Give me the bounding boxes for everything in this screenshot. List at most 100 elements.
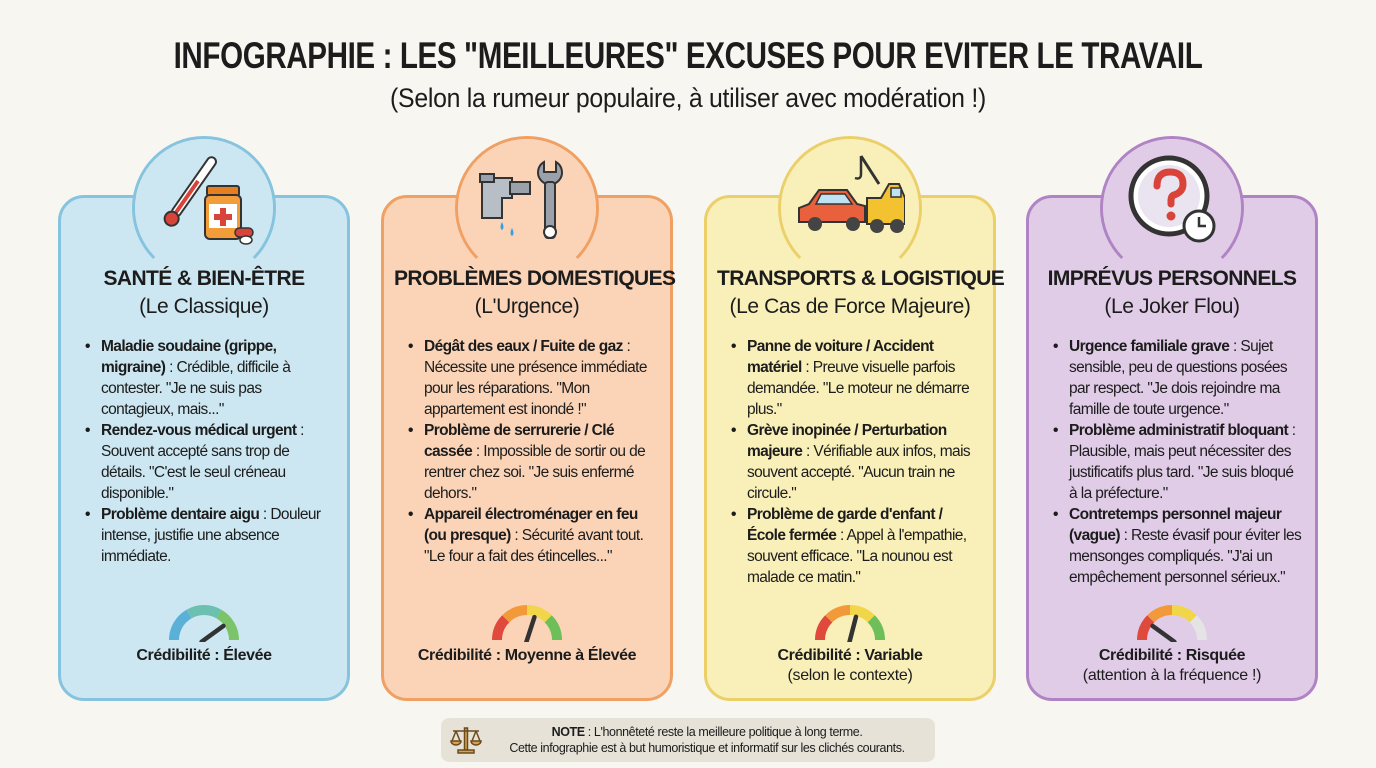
excuse-title: Problème de garde d'enfant / École fermé… xyxy=(747,506,943,544)
excuse-item: Maladie soudaine (grippe, migraine) : Cr… xyxy=(83,336,337,420)
gauge-segment xyxy=(186,605,222,619)
excuse-description: : Plausible, mais peut nécessiter des ju… xyxy=(1069,422,1296,502)
credibility-section: Crédibilité : Moyenne à Élevée xyxy=(394,596,660,686)
excuse-item: Problème de garde d'enfant / École fermé… xyxy=(729,504,983,588)
excuse-item: Appareil électroménager en feu (ou presq… xyxy=(406,504,660,567)
excuse-item: Rendez-vous médical urgent : Souvent acc… xyxy=(83,420,337,504)
credibility-gauge-icon xyxy=(815,605,885,642)
card-top-bump xyxy=(455,136,599,280)
page-subtitle: (Selon la rumeur populaire, à utiliser a… xyxy=(390,83,986,113)
card-title: PROBLÈMES DOMESTIQUES xyxy=(394,267,676,290)
excuse-item: Problème de serrurerie / Clé cassée : Im… xyxy=(406,420,660,504)
card-top-bump xyxy=(1100,136,1244,280)
card-subtitle: (L'Urgence) xyxy=(474,295,580,318)
excuse-description: : Appel à l'empathie, souvent efficace. … xyxy=(747,527,967,586)
card-top-bump xyxy=(778,136,922,280)
excuse-item: Problème administratif bloquant : Plausi… xyxy=(1051,420,1305,504)
card-title: TRANSPORTS & LOGISTIQUE xyxy=(717,267,1005,290)
excuse-description: : Sécurité avant tout. "Le four a fait d… xyxy=(424,527,644,565)
credibility-note: (selon le contexte) xyxy=(787,667,913,684)
gauge-needle xyxy=(1150,623,1177,642)
excuse-list: Panne de voiture / Accident matériel : P… xyxy=(729,336,983,596)
pipe-wrench-icon xyxy=(479,160,563,239)
excuse-list: Maladie soudaine (grippe, migraine) : Cr… xyxy=(83,336,337,596)
scales-icon xyxy=(450,727,482,754)
card-subtitle: (Le Classique) xyxy=(139,295,269,318)
page-title: INFOGRAPHIE : LES "MEILLEURES" EXCUSES P… xyxy=(173,35,1203,76)
credibility-section: Crédibilité : Variable (selon le context… xyxy=(717,596,983,686)
excuse-description: : Nécessite une présence immédiate pour … xyxy=(424,338,648,418)
card-top-bump xyxy=(132,136,276,280)
gauge-needle xyxy=(847,614,859,642)
credibility-gauge-icon xyxy=(492,605,562,642)
card-subtitle: (Le Cas de Force Majeure) xyxy=(729,295,971,318)
excuse-description: : Souvent accepté sans trop de détails. … xyxy=(101,422,304,502)
gauge-segment xyxy=(867,615,885,641)
category-card: PROBLÈMES DOMESTIQUES (L'Urgence) Dégât … xyxy=(381,136,676,701)
credibility-label: Crédibilité : Élevée xyxy=(136,647,272,664)
credibility-label: Crédibilité : Variable xyxy=(777,647,923,664)
gauge-segment xyxy=(1147,605,1173,623)
note-line-1: : L'honnêteté reste la meilleure politiq… xyxy=(584,725,863,739)
excuse-description: : Crédible, difficile à contester. "Je n… xyxy=(101,359,291,418)
excuse-description: : Impossible de sortir ou de rentrer che… xyxy=(424,443,646,502)
gauge-segment xyxy=(1137,615,1155,641)
gauge-segment xyxy=(544,615,562,641)
excuse-list: Dégât des eaux / Fuite de gaz : Nécessit… xyxy=(406,336,660,596)
excuse-item: Contretemps personnel majeur (vague) : R… xyxy=(1051,504,1305,588)
card-title: IMPRÉVUS PERSONNELS xyxy=(1047,267,1297,290)
credibility-section: Crédibilité : Élevée xyxy=(71,596,337,686)
excuse-description: : Douleur intense, justifie une absence … xyxy=(101,506,321,565)
gauge-segment xyxy=(1171,605,1197,623)
excuse-description: : Preuve visuelle parfois demandée. "Le … xyxy=(747,359,970,418)
gauge-segment xyxy=(815,615,833,641)
excuse-description: : Vérifiable aux infos, mais souvent acc… xyxy=(747,443,971,502)
excuse-title: Urgence familiale grave xyxy=(1069,338,1230,355)
credibility-note: (attention à la fréquence !) xyxy=(1082,667,1262,684)
note-text: NOTE : L'honnêteté reste la meilleure po… xyxy=(485,724,929,756)
gauge-segment xyxy=(526,605,552,623)
card-subtitle: (Le Joker Flou) xyxy=(1104,295,1240,318)
gauge-segment xyxy=(849,605,875,623)
footer-note: NOTE : L'honnêteté reste la meilleure po… xyxy=(441,718,935,762)
excuse-title: Dégât des eaux / Fuite de gaz xyxy=(424,338,623,355)
note-label: NOTE xyxy=(551,725,586,739)
credibility-label: Crédibilité : Risquée xyxy=(1098,647,1246,664)
category-card: SANTÉ & BIEN-ÊTRE (Le Classique) Maladie… xyxy=(58,136,350,701)
gauge-needle xyxy=(523,614,537,642)
gauge-segment xyxy=(1189,615,1207,641)
thermometer-pills-icon xyxy=(163,156,254,245)
credibility-gauge-icon xyxy=(169,605,239,642)
credibility-section: Crédibilité : Risquée (attention à la fr… xyxy=(1039,596,1305,686)
category-card: TRANSPORTS & LOGISTIQUE (Le Cas de Force… xyxy=(704,136,1005,701)
excuse-description: : Sujet sensible, peu de questions posée… xyxy=(1069,338,1288,418)
credibility-note xyxy=(394,666,660,686)
gauge-segment xyxy=(502,605,528,623)
gauge-needle xyxy=(199,623,226,642)
question-clock-icon xyxy=(1128,155,1216,243)
gauge-segment xyxy=(492,615,510,641)
car-tow-truck-icon xyxy=(798,155,905,233)
excuse-title: Grève inopinée / Perturbation majeure xyxy=(747,422,947,460)
excuse-item: Grève inopinée / Perturbation majeure : … xyxy=(729,420,983,504)
gauge-segment xyxy=(825,605,851,623)
credibility-gauge-icon xyxy=(1137,605,1207,642)
excuse-title: Maladie soudaine (grippe, migraine) xyxy=(101,338,277,376)
category-card: IMPRÉVUS PERSONNELS (Le Joker Flou) Urge… xyxy=(1026,136,1318,701)
gauge-segment xyxy=(169,609,192,641)
excuse-item: Dégât des eaux / Fuite de gaz : Nécessit… xyxy=(406,336,660,420)
excuse-title: Contretemps personnel majeur (vague) xyxy=(1069,506,1282,544)
excuse-item: Problème dentaire aigu : Douleur intense… xyxy=(83,504,337,567)
excuse-title: Problème de serrurerie / Clé cassée xyxy=(424,422,615,460)
credibility-note xyxy=(71,666,337,686)
excuse-title: Problème administratif bloquant xyxy=(1069,422,1289,439)
excuse-title: Problème dentaire aigu xyxy=(101,506,260,523)
gauge-segment xyxy=(216,609,239,641)
excuse-title: Appareil électroménager en feu (ou presq… xyxy=(424,506,638,544)
card-title: SANTÉ & BIEN-ÊTRE xyxy=(103,267,306,290)
excuse-list: Urgence familiale grave : Sujet sensible… xyxy=(1051,336,1305,596)
credibility-label: Crédibilité : Moyenne à Élevée xyxy=(417,647,637,664)
excuse-description: : Reste évasif pour éviter les mensonges… xyxy=(1069,527,1302,586)
excuse-title: Rendez-vous médical urgent xyxy=(101,422,297,439)
note-line-2: Cette infographie est à but humoristique… xyxy=(509,741,905,755)
